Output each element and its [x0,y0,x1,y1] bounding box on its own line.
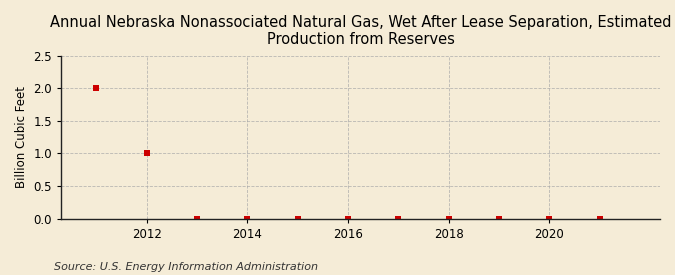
Y-axis label: Billion Cubic Feet: Billion Cubic Feet [15,86,28,188]
Title: Annual Nebraska Nonassociated Natural Gas, Wet After Lease Separation, Estimated: Annual Nebraska Nonassociated Natural Ga… [50,15,672,47]
Text: Source: U.S. Energy Information Administration: Source: U.S. Energy Information Administ… [54,262,318,272]
